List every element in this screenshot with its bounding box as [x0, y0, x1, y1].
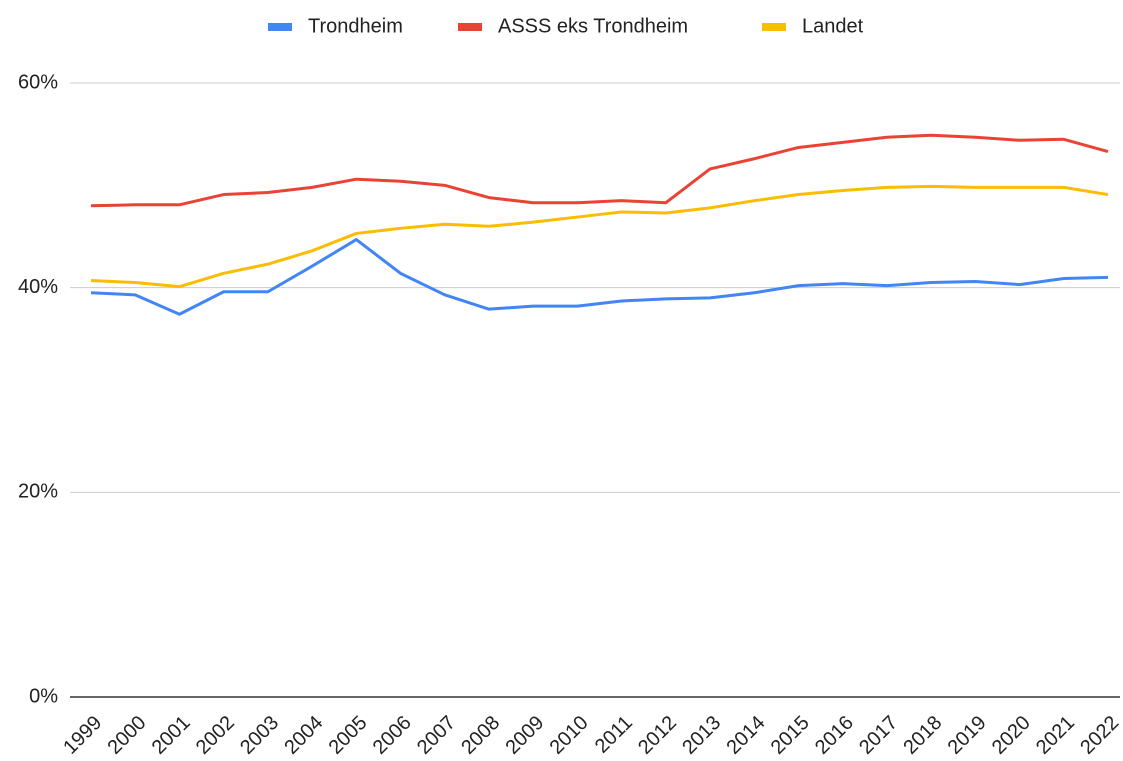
x-tick-label: 2020 [988, 712, 1035, 759]
y-tick-label: 60% [18, 71, 58, 93]
x-tick-label: 2008 [457, 712, 504, 759]
series-line [90, 238, 1109, 316]
x-tick-label: 2014 [723, 712, 770, 759]
x-tick-label: 2016 [811, 712, 858, 759]
x-tick-label: 2006 [369, 712, 416, 759]
series-line [90, 184, 1109, 289]
x-tick-label: 2007 [413, 712, 460, 759]
x-tick-label: 2002 [192, 712, 239, 759]
x-tick-label: 2013 [678, 712, 725, 759]
x-tick-label: 2015 [767, 712, 814, 759]
x-tick-label: 2012 [634, 712, 681, 759]
x-tick-label: 2010 [546, 712, 593, 759]
x-tick-label: 2021 [1032, 712, 1079, 759]
x-tick-label: 2004 [280, 712, 327, 759]
legend-label: Trondheim [308, 15, 403, 37]
x-tick-label: 2017 [855, 712, 902, 759]
x-tick-label: 1999 [59, 712, 106, 759]
y-tick-label: 0% [29, 685, 58, 707]
x-tick-label: 2009 [501, 712, 548, 759]
legend-label: ASSS eks Trondheim [498, 15, 688, 37]
x-tick-label: 2019 [944, 712, 991, 759]
x-tick-label: 2018 [899, 712, 946, 759]
legend-swatch [762, 23, 786, 31]
x-tick-label: 2005 [325, 712, 372, 759]
y-tick-label: 40% [18, 276, 58, 298]
x-tick-label: 2001 [148, 712, 195, 759]
x-tick-label: 2003 [236, 712, 283, 759]
legend-swatch [458, 23, 482, 31]
y-tick-label: 20% [18, 481, 58, 503]
x-tick-label: 2022 [1076, 712, 1123, 759]
x-tick-label: 2011 [591, 712, 637, 758]
legend-label: Landet [802, 15, 864, 37]
x-tick-label: 2000 [103, 712, 150, 759]
legend-swatch [268, 23, 292, 31]
series-line [90, 133, 1109, 208]
